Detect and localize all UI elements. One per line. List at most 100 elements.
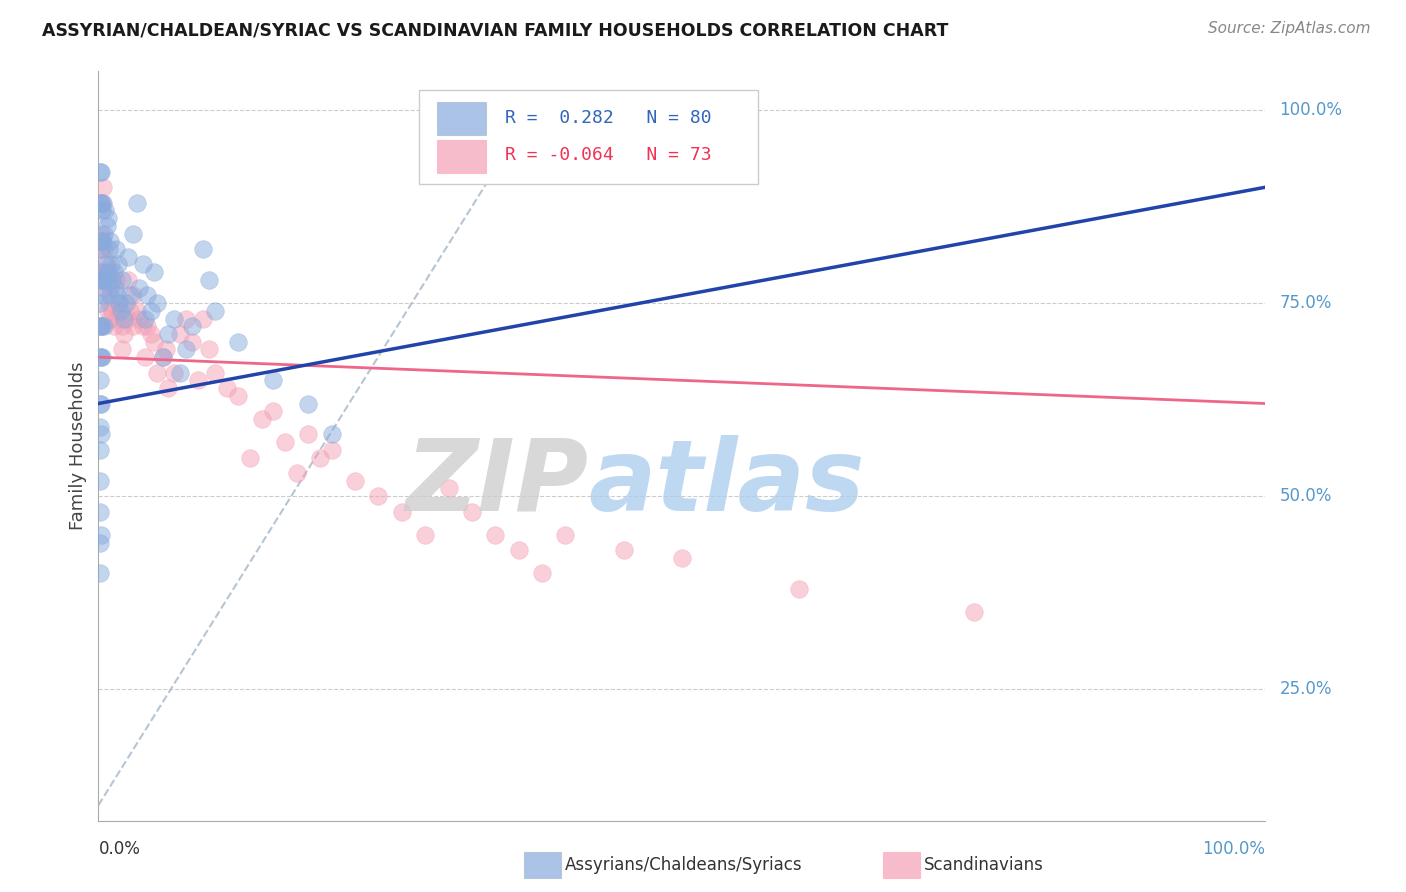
Point [100, 257, 122, 271]
Point [143, 265, 166, 279]
Point [163, 311, 186, 326]
Point [613, 543, 636, 558]
Point [262, 404, 284, 418]
Point [215, 381, 238, 395]
Point [108, 296, 131, 310]
Point [180, 334, 202, 349]
Text: 0.0%: 0.0% [98, 840, 141, 858]
Point [128, 311, 150, 326]
Text: Scandinavians: Scandinavians [924, 856, 1043, 874]
Point [530, 566, 553, 581]
Point [89, 373, 111, 387]
Text: ASSYRIAN/CHALDEAN/SYRIAC VS SCANDINAVIAN FAMILY HOUSEHOLDS CORRELATION CHART: ASSYRIAN/CHALDEAN/SYRIAC VS SCANDINAVIAN… [42, 21, 949, 39]
Point [285, 466, 308, 480]
Point [204, 366, 226, 380]
Point [111, 273, 134, 287]
Point [132, 257, 155, 271]
Point [297, 396, 319, 410]
Point [96, 257, 118, 271]
Point [157, 326, 180, 341]
Point [89, 535, 111, 549]
Point [97, 242, 120, 256]
Point [98, 280, 121, 294]
Point [146, 366, 169, 380]
Point [93, 273, 115, 287]
Point [143, 334, 166, 349]
Point [91, 180, 114, 194]
Point [117, 250, 139, 264]
Point [111, 319, 134, 334]
Point [89, 474, 111, 488]
FancyBboxPatch shape [437, 139, 486, 172]
Point [90, 350, 112, 364]
Point [107, 257, 129, 271]
Point [94, 265, 117, 279]
Point [90, 195, 112, 210]
Point [89, 195, 111, 210]
Point [671, 551, 693, 566]
Point [125, 195, 148, 210]
Point [187, 373, 209, 387]
Point [89, 296, 111, 310]
Point [89, 319, 111, 334]
Point [91, 288, 114, 302]
Point [128, 280, 150, 294]
Point [98, 288, 121, 302]
Point [228, 389, 250, 403]
Point [309, 450, 332, 465]
Text: R =  0.282   N = 80: R = 0.282 N = 80 [505, 109, 711, 127]
Point [91, 195, 114, 210]
Point [90, 227, 112, 241]
Point [111, 343, 134, 357]
Point [391, 505, 413, 519]
Point [94, 257, 117, 271]
Point [125, 303, 148, 318]
Point [90, 203, 112, 218]
Point [193, 242, 215, 256]
Point [461, 505, 484, 519]
Point [239, 450, 262, 465]
Point [413, 528, 436, 542]
Point [97, 303, 120, 318]
Point [90, 319, 112, 334]
Point [508, 543, 530, 558]
Text: 100.0%: 100.0% [1202, 840, 1265, 858]
Point [104, 311, 127, 326]
Point [437, 482, 460, 496]
Point [117, 311, 139, 326]
Point [89, 566, 111, 581]
Point [90, 319, 112, 334]
Point [193, 311, 215, 326]
Point [104, 280, 127, 294]
Text: atlas: atlas [589, 435, 865, 532]
Point [89, 442, 111, 457]
Point [90, 273, 112, 287]
Point [89, 350, 111, 364]
Point [110, 303, 132, 318]
Point [98, 311, 121, 326]
Point [169, 326, 191, 341]
Point [93, 319, 115, 334]
Text: R = -0.064   N = 73: R = -0.064 N = 73 [505, 146, 711, 164]
Point [484, 528, 506, 542]
Text: Source: ZipAtlas.com: Source: ZipAtlas.com [1208, 21, 1371, 37]
Point [93, 227, 115, 241]
Point [118, 303, 141, 318]
Point [146, 296, 169, 310]
Point [103, 265, 125, 279]
Point [104, 273, 127, 287]
Point [90, 273, 112, 287]
Point [132, 319, 155, 334]
Point [108, 296, 131, 310]
Point [174, 343, 197, 357]
Point [155, 343, 177, 357]
Point [89, 273, 111, 287]
Point [91, 235, 114, 249]
Point [107, 303, 129, 318]
Point [101, 273, 124, 287]
Point [89, 319, 111, 334]
FancyBboxPatch shape [419, 90, 758, 184]
Point [321, 442, 343, 457]
Point [321, 427, 343, 442]
Point [157, 381, 180, 395]
